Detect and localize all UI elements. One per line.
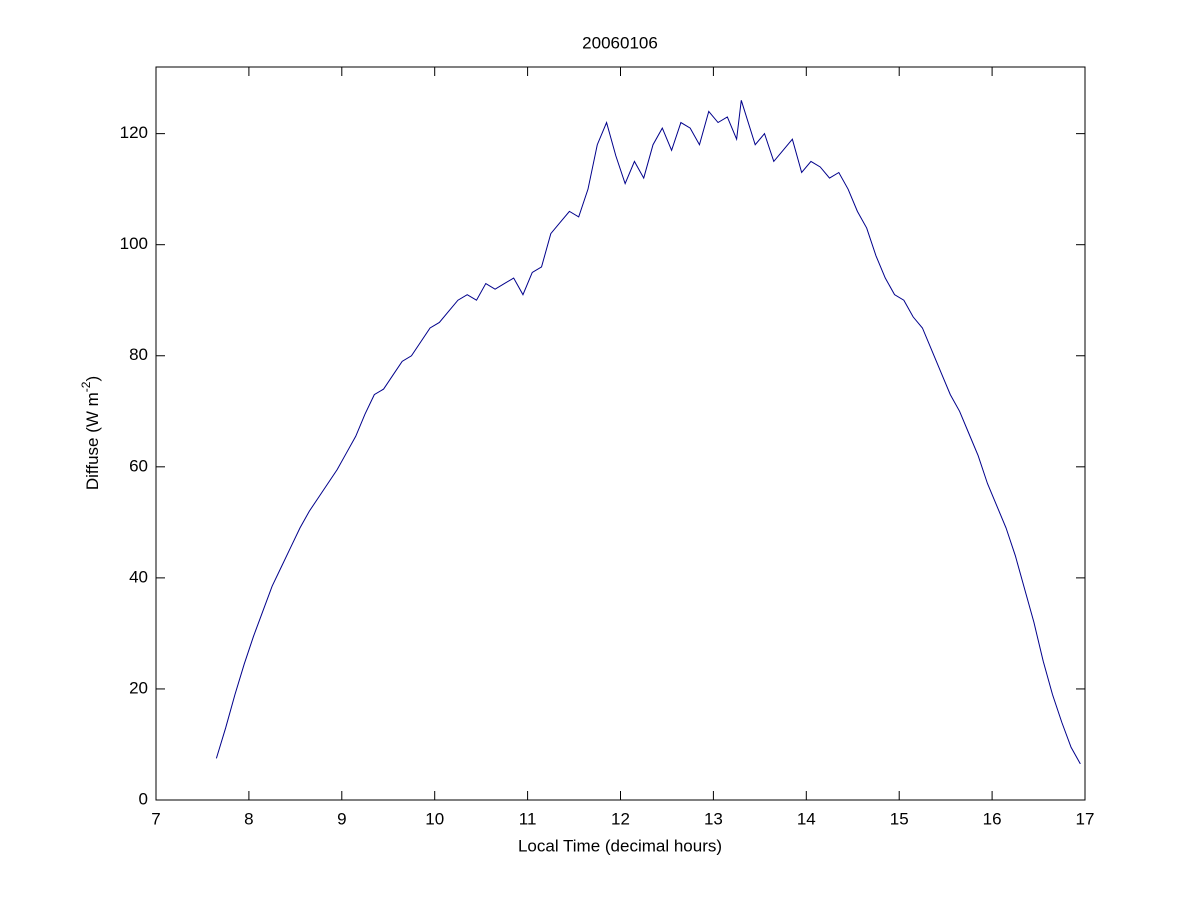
x-tick-label: 16 [983, 809, 1002, 828]
x-tick-label: 15 [890, 809, 909, 828]
x-tick-label: 13 [704, 809, 723, 828]
y-tick-label: 120 [120, 123, 148, 142]
y-tick-label: 80 [129, 345, 148, 364]
chart-title: 20060106 [582, 33, 658, 52]
y-tick-label: 20 [129, 678, 148, 697]
data-line [215, 100, 1081, 765]
x-tick-label: 14 [797, 809, 816, 828]
y-tick-label: 60 [129, 456, 148, 475]
y-tick-label: 100 [120, 234, 148, 253]
x-tick-label: 7 [151, 809, 160, 828]
y-axis-label: Diffuse (W m-2) [79, 376, 102, 490]
x-tick-label: 8 [244, 809, 253, 828]
x-tick-label: 11 [519, 809, 537, 828]
x-tick-label: 12 [611, 809, 630, 828]
y-axis-label-end: ) [83, 376, 102, 382]
y-tick-label: 40 [129, 567, 148, 586]
y-axis-label-main: Diffuse (W m [83, 392, 102, 490]
x-tick-label: 10 [425, 809, 444, 828]
plot-frame [155, 66, 1086, 801]
y-tick-label: 0 [139, 789, 148, 808]
x-tick-label: 17 [1076, 809, 1095, 828]
y-axis-label-sup: -2 [79, 381, 93, 392]
x-axis-label: Local Time (decimal hours) [518, 836, 722, 855]
x-tick-label: 9 [337, 809, 346, 828]
